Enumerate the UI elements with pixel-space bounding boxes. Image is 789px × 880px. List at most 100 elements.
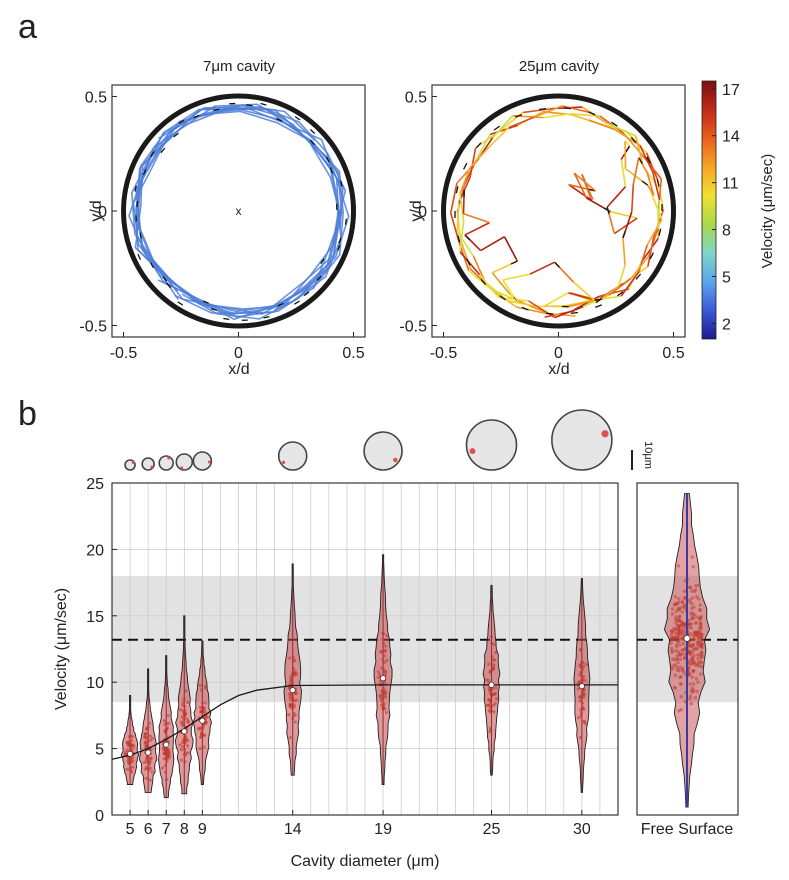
x-tick-label: 6 [144, 821, 153, 838]
violin-point [143, 734, 147, 738]
trajectory-25um-segment [641, 154, 662, 180]
free-violin-point [695, 653, 700, 657]
trajectory-25um-segment [522, 107, 553, 114]
trajectory-25um-segment [456, 202, 460, 232]
violin-point [180, 715, 184, 719]
violin-point [202, 745, 206, 749]
y-tick-label: -0.5 [79, 319, 107, 336]
free-violin-point [690, 655, 694, 660]
velocity-arrow [160, 147, 166, 154]
trajectory-25um-segment [480, 236, 505, 252]
violin-point [129, 756, 133, 760]
x-tick-label: 0.5 [662, 345, 684, 362]
panel-a-left-ticks: -0.5 0 0.5 0.5 0 -0.5 [79, 89, 364, 362]
y-tick-label: 20 [86, 542, 104, 559]
velocity-arrow [309, 128, 316, 135]
free-violin-point [700, 650, 704, 655]
violin-point [150, 736, 155, 741]
violin-point [148, 738, 152, 742]
colorbar-tick-label: 17 [722, 82, 740, 99]
violin-point [147, 721, 151, 725]
x-tick-label: -0.5 [110, 345, 138, 362]
violin-point [579, 665, 583, 670]
velocity-arrow [658, 228, 662, 236]
violin-point [493, 692, 497, 696]
velocity-arrow [594, 304, 602, 308]
colorbar-label: Velocity (μm/sec) [759, 154, 776, 269]
violin-point [181, 701, 185, 705]
violin-point [385, 710, 389, 715]
free-violin-point [695, 629, 699, 634]
trajectory-25um-segment [516, 306, 546, 315]
free-violin-point [692, 605, 696, 609]
free-violin-point [679, 707, 683, 712]
trajectory-25um-segment [508, 116, 535, 129]
panel-a-left-title: 7μm cavity [203, 58, 275, 75]
free-violin-point [680, 610, 685, 614]
cavity-cell-marker [131, 461, 135, 465]
free-violin-point [694, 584, 698, 588]
violin-point [379, 649, 383, 654]
trajectory-25um-segment [650, 191, 663, 220]
velocity-arrow [457, 235, 461, 243]
trajectory-25um-segment [634, 135, 644, 167]
violin-point [582, 719, 586, 724]
free-violin-point [680, 648, 684, 652]
cavity-cell-marker [207, 460, 211, 464]
violin-point [488, 698, 492, 702]
free-violin-point [672, 658, 677, 662]
trajectory-25um-segment [503, 236, 519, 262]
violin-point [181, 722, 185, 727]
free-violin-point [674, 615, 678, 619]
violin-point [289, 692, 293, 696]
free-violin-point [699, 645, 703, 649]
trajectory-25um-segment [639, 145, 654, 173]
free-violin-point [698, 603, 702, 607]
free-violin-point [695, 641, 699, 645]
velocity-arrow [611, 121, 618, 127]
x-tick-label: 0.5 [342, 345, 364, 362]
cavity-images [124, 409, 613, 471]
violin-point [185, 700, 190, 704]
violin-point [200, 730, 204, 734]
free-violin-point [695, 615, 699, 619]
velocity-arrow [246, 104, 253, 107]
trajectory-25um-segment [606, 186, 627, 208]
violin-point [200, 733, 204, 737]
free-violin-point [675, 668, 680, 672]
violin-point [490, 688, 494, 692]
x-tick-label: 5 [126, 821, 135, 838]
violin-point [123, 753, 127, 757]
y-tick-label: 25 [86, 476, 104, 493]
panel-a-left-ylabel: y/d [88, 200, 105, 221]
violin-point [383, 670, 387, 674]
violin-point [183, 751, 188, 755]
velocity-arrow [455, 186, 459, 194]
free-violin-point [698, 672, 703, 676]
free-violin-point [693, 632, 697, 637]
free-violin-point [674, 643, 679, 647]
free-violin-point [688, 682, 692, 686]
violin-point [164, 731, 168, 735]
velocity-arrow [213, 108, 220, 112]
free-violin-point [679, 695, 683, 699]
violin-point [288, 735, 292, 740]
free-violin-point [693, 663, 698, 668]
free-violin-point [696, 664, 701, 668]
violin-median [578, 683, 585, 690]
violin-point [164, 778, 169, 782]
free-violin-point [669, 641, 673, 645]
violin-point [292, 699, 296, 703]
x-tick-label: -0.5 [430, 345, 458, 362]
violin-point [580, 678, 584, 682]
violin-point [380, 666, 384, 670]
trajectory-25um-segment [632, 157, 640, 185]
free-violin-point [677, 596, 681, 601]
trajectory-25um-segment [543, 292, 569, 307]
velocity-arrow [570, 311, 579, 314]
free-violin-point [677, 615, 682, 619]
free-violin-point [691, 659, 696, 664]
violin-point [183, 715, 187, 719]
trajectory-25um-segment [573, 281, 595, 301]
trajectory-25um-segment [630, 184, 635, 212]
